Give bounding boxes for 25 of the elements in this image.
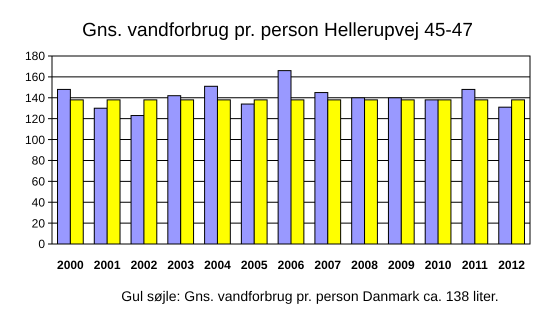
y-tick-label: 20 [32,216,46,230]
x-tick-label: 2005 [240,258,268,272]
x-tick-label: 2009 [388,258,415,272]
x-tick-label: 2008 [351,258,378,272]
y-tick-label: 140 [24,90,46,105]
x-tick-label: 2001 [94,258,121,272]
text: Gul søjle: Gns. vandforbrug pr. person Danmark ca. 138 liter. [121,288,499,304]
x-tick-label: 2000 [57,258,84,272]
y-tick-label: 120 [24,112,46,126]
x-tick-label: 2003 [167,258,194,272]
y-tick-label: 160 [24,70,46,84]
y-tick-label: 100 [24,132,46,147]
y-tick-label: 180 [24,49,46,64]
x-tick-label: 2002 [130,258,158,272]
y-tick-label: 0 [38,237,46,252]
chart-title: Gns. vandforbrug pr. person Hellerupvej 45-47 [82,20,473,41]
x-tick-label: 2006 [278,258,305,272]
y-tick-label: 40 [32,195,46,210]
x-tick-label: 2010 [424,258,452,272]
x-tick-label: 2007 [314,258,342,272]
y-tick-label: 80 [32,154,46,168]
y-tick-label: 60 [32,174,46,189]
x-tick-label: 2011 [462,258,488,272]
x-tick-label: 2012 [498,258,526,272]
x-tick-label: 2004 [204,258,232,272]
